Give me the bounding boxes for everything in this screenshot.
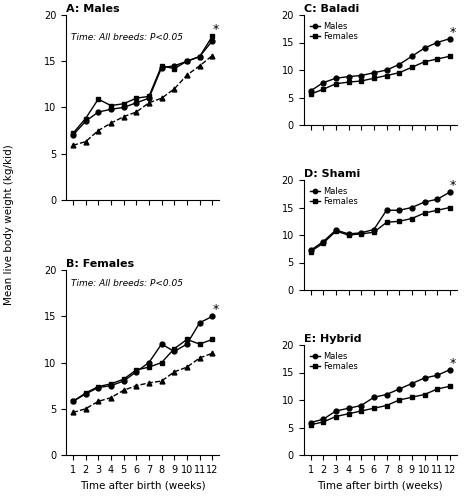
Text: E: Hybrid: E: Hybrid — [304, 334, 361, 344]
Text: *: * — [212, 304, 219, 316]
Text: Mean live body weight (kg/kid): Mean live body weight (kg/kid) — [4, 144, 15, 306]
Text: D: Shami: D: Shami — [304, 169, 360, 179]
Legend: Males, Females: Males, Females — [308, 19, 361, 44]
Text: *: * — [212, 24, 219, 36]
Text: Time: All breeds: P<0.05: Time: All breeds: P<0.05 — [71, 34, 183, 42]
Legend: Males, Females: Males, Females — [308, 349, 361, 374]
Text: *: * — [450, 26, 456, 38]
Text: Time: All breeds: P<0.05: Time: All breeds: P<0.05 — [71, 280, 183, 288]
X-axis label: Time after birth (weeks): Time after birth (weeks) — [80, 480, 205, 490]
Legend: Males, Females: Males, Females — [308, 184, 361, 209]
Text: B: Females: B: Females — [66, 260, 134, 270]
Text: *: * — [450, 179, 456, 192]
Text: C: Baladi: C: Baladi — [304, 4, 359, 14]
Text: *: * — [450, 357, 456, 370]
X-axis label: Time after birth (weeks): Time after birth (weeks) — [317, 480, 443, 490]
Text: A: Males: A: Males — [66, 4, 120, 14]
